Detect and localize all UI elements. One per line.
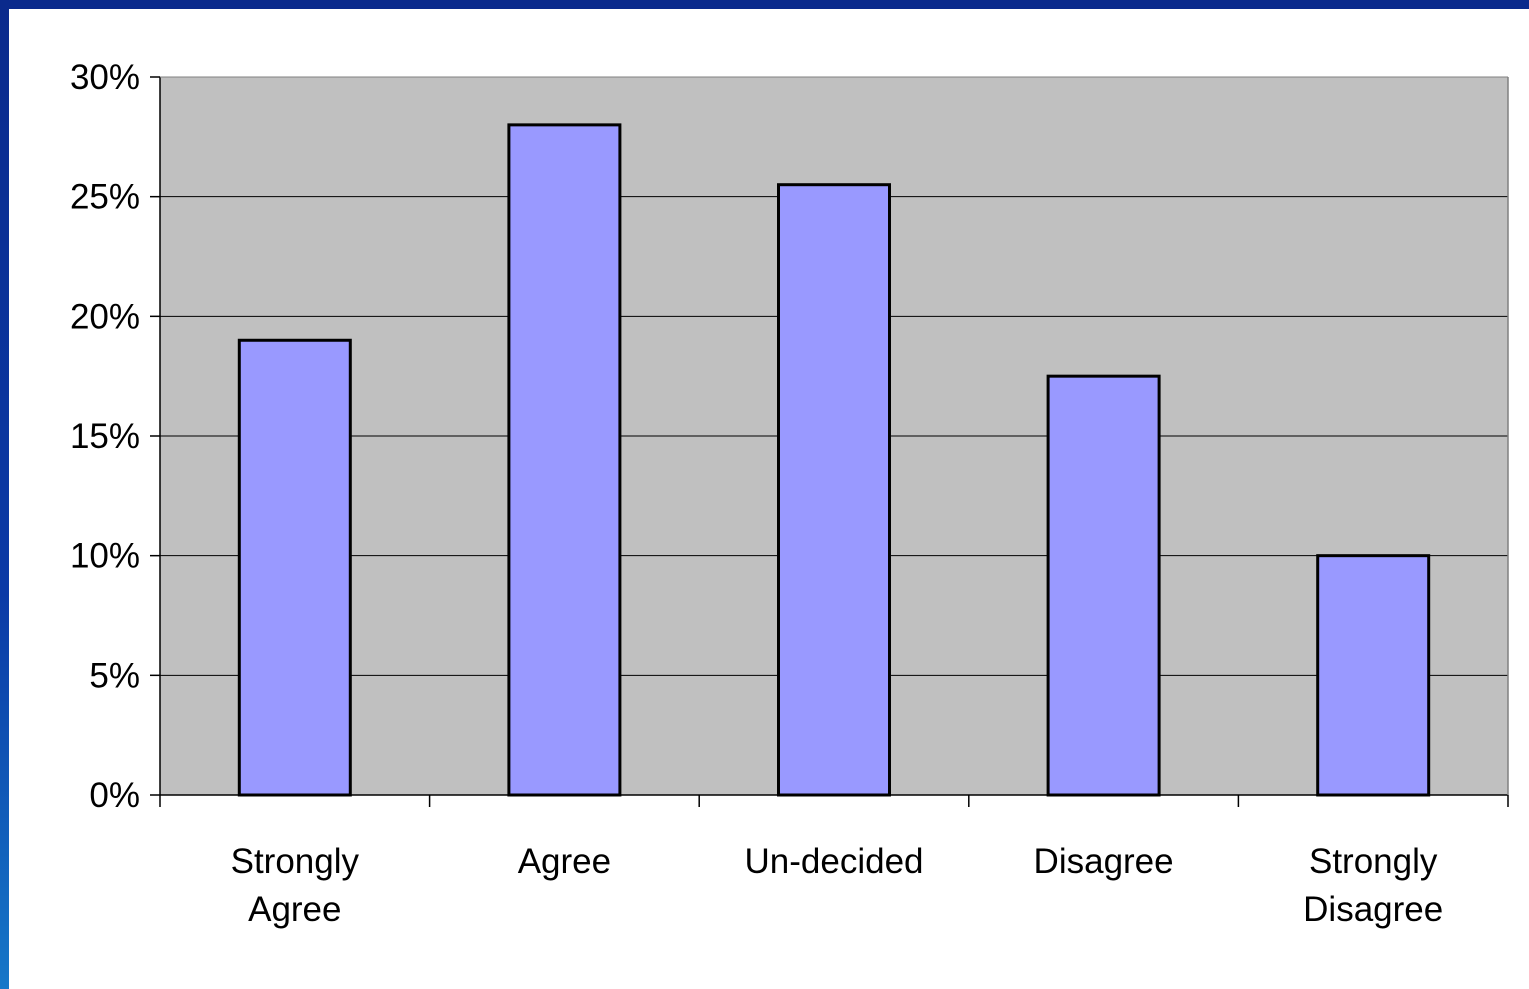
x-tick-label-line: Agree [248,890,341,929]
y-axis-ticks: 0% 5% 10% 15% 20% 25% 30% [70,58,160,815]
bar-chart: 0% 5% 10% 15% 20% 25% 30% Strongly Agree Agree Un… [70,58,1509,929]
bar [507,123,622,797]
y-tick-label: 15% [70,417,140,456]
bar [777,183,891,797]
x-tick-label: Un-decided [745,842,924,881]
y-tick-label: 0% [89,776,140,815]
x-tick-label-line: Disagree [1034,842,1174,881]
x-tick-label-line: Un-decided [745,842,924,881]
y-tick-label: 10% [70,537,140,576]
y-tick-label: 20% [70,297,140,336]
x-tick-label-line: Agree [518,842,611,881]
x-tick-label-line: Strongly [231,842,360,881]
bar [237,338,352,797]
x-tick-label: Strongly Disagree [1303,842,1443,929]
bar [1046,374,1161,797]
bar [1316,554,1431,797]
x-tick-label: Agree [518,842,611,881]
bars [237,123,1431,797]
x-tick-label: Disagree [1034,842,1174,881]
x-tick-label: Strongly Agree [231,842,360,929]
y-tick-label: 25% [70,178,140,217]
x-tick-label-line: Disagree [1303,890,1443,929]
y-tick-label: 30% [70,58,140,97]
x-tick-label-line: Strongly [1309,842,1438,881]
y-tick-label: 5% [89,656,140,695]
slide-canvas: 0% 5% 10% 15% 20% 25% 30% Strongly Agree Agree Un… [9,9,1529,989]
